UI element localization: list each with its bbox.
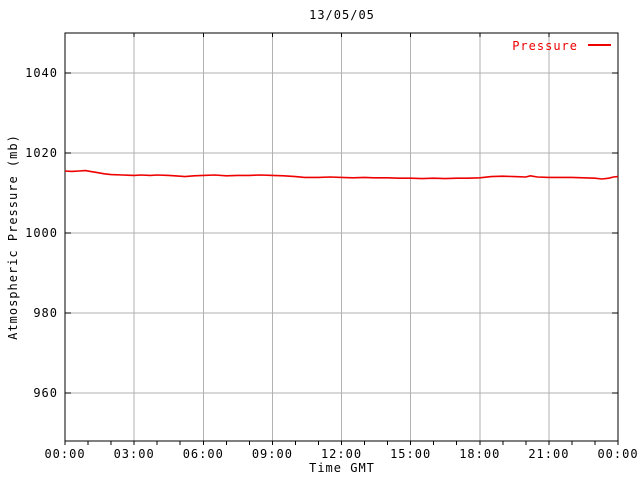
x-tick-label: 18:00	[459, 447, 500, 461]
x-tick-label: 21:00	[528, 447, 569, 461]
y-tick-label: 980	[33, 306, 58, 320]
x-tick-label: 06:00	[183, 447, 224, 461]
pressure-line	[64, 169, 619, 180]
x-tick-label: 12:00	[321, 447, 362, 461]
x-tick-label: 00:00	[597, 447, 638, 461]
legend-line-swatch	[588, 44, 611, 46]
x-tick-label: 15:00	[390, 447, 431, 461]
y-tick-label: 1000	[25, 226, 58, 240]
y-tick-label: 1020	[25, 146, 58, 160]
x-tick-label: 03:00	[114, 447, 155, 461]
x-axis-title: Time GMT	[309, 461, 375, 475]
x-tick-label: 09:00	[252, 447, 293, 461]
y-tick-label: 1040	[25, 66, 58, 80]
x-tick-label: 00:00	[44, 447, 85, 461]
y-tick-label: 960	[33, 386, 58, 400]
y-axis-title: Atmospheric Pressure (mb)	[6, 134, 20, 340]
legend-label-pressure: Pressure	[512, 39, 578, 53]
chart-title: 13/05/05	[309, 8, 375, 22]
